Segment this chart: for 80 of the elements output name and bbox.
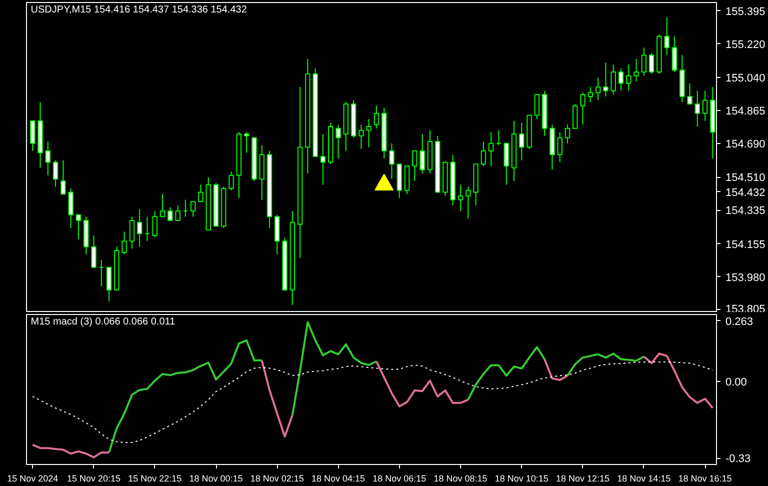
candlestick (358, 124, 364, 150)
y-tick-label: 0.00 (726, 376, 747, 389)
candlestick (198, 184, 204, 202)
candlestick (76, 214, 82, 240)
candlestick (106, 266, 112, 302)
candlestick (412, 150, 418, 182)
candlestick (228, 171, 234, 191)
x-tick-label: 15 Nov 20:15 (66, 474, 121, 484)
candlestick (480, 141, 486, 166)
candlestick (664, 17, 670, 56)
candlestick (320, 134, 326, 186)
line-series (32, 361, 714, 444)
y-tick-label: 154.432 (726, 186, 766, 199)
candlestick (580, 92, 586, 126)
candlestick (572, 103, 578, 129)
y-tick-label: 153.980 (726, 272, 766, 284)
x-tick-label: 18 Nov 10:15 (494, 474, 548, 484)
candlestick (488, 132, 494, 166)
x-tick-label: 18 Nov 12:15 (556, 474, 610, 484)
candlestick (648, 52, 654, 74)
y-tick-label: 154.690 (726, 138, 766, 150)
y-tick-label: 154.155 (726, 238, 766, 251)
candlestick (564, 124, 570, 144)
candlestick (626, 64, 632, 92)
candlestick (702, 90, 708, 122)
candlestick (420, 134, 425, 174)
candlestick (687, 82, 692, 104)
y-tick-label: 155.220 (726, 38, 766, 51)
candlestick (366, 118, 372, 148)
candlestick (122, 231, 127, 255)
candlestick (557, 132, 562, 163)
y-tick-label: -0.33 (726, 453, 751, 466)
candlestick (244, 132, 250, 154)
candlestick (68, 188, 74, 228)
candlestick (618, 68, 624, 92)
candlestick (175, 204, 180, 221)
candlestick (152, 210, 158, 238)
chart-title: M15 macd (3) 0.066 0.066 0.011 (30, 316, 176, 328)
candlestick (466, 186, 471, 220)
candlestick (160, 194, 166, 218)
y-tick-label: 155.040 (726, 72, 766, 85)
candlestick (534, 94, 540, 120)
candlestick (634, 58, 639, 82)
candlestick (129, 216, 135, 250)
y-tick-label: 155.395 (726, 6, 766, 18)
x-tick-label: 18 Nov 00:15 (189, 474, 243, 484)
candlestick (190, 201, 196, 218)
y-tick-label: 154.335 (726, 205, 766, 218)
candlestick (52, 160, 58, 188)
x-tick-label: 18 Nov 02:15 (250, 474, 304, 484)
candlestick (45, 141, 50, 176)
candlestick (136, 208, 142, 248)
candlestick (389, 142, 394, 180)
x-tick-label: 15 Nov 2024 (7, 474, 58, 484)
candlestick (610, 64, 616, 96)
candlestick (519, 122, 524, 161)
x-tick-label: 18 Nov 14:15 (617, 474, 671, 484)
chart-title: USDJPY,M15 154.416 154.437 154.336 154.432 (30, 4, 248, 16)
candlestick (60, 160, 66, 195)
candlestick (595, 77, 601, 101)
candlestick (374, 105, 380, 129)
candlestick (30, 120, 36, 152)
candlestick (588, 86, 594, 103)
candlestick (603, 62, 608, 97)
x-tick-label: 18 Nov 16:15 (678, 474, 732, 484)
candlestick (694, 90, 700, 127)
x-tick-label: 18 Nov 06:15 (372, 474, 426, 484)
y-tick-label: 0.263 (726, 316, 754, 328)
candlestick (504, 142, 509, 186)
candlestick (641, 47, 647, 76)
candlestick (336, 124, 341, 159)
candlestick (168, 206, 173, 221)
candlestick (672, 36, 678, 73)
y-tick-label: 154.510 (726, 172, 766, 184)
y-tick-label: 154.865 (726, 106, 766, 118)
x-tick-label: 18 Nov 04:15 (311, 474, 366, 484)
x-tick-label: 18 Nov 08:15 (434, 474, 488, 484)
x-tick-label: 15 Nov 22:15 (128, 474, 182, 484)
candlestick (91, 234, 96, 268)
candlestick (458, 184, 464, 212)
